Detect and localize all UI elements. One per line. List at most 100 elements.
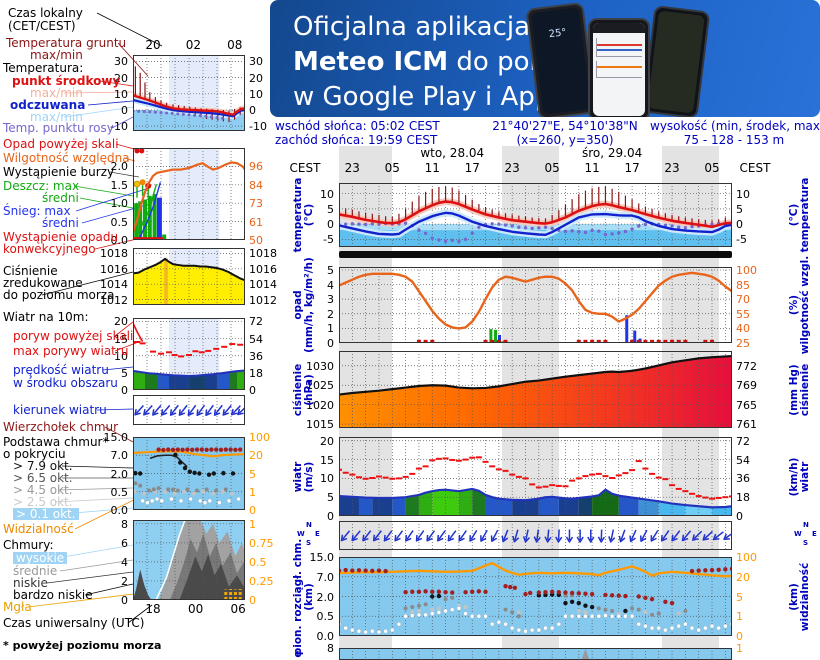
legend-label-nis: niskie [13,576,48,590]
axis-tick-label: 1012 [100,293,128,307]
time-axis-label: 08 [227,38,243,52]
legend-wind-direction-chart [133,395,245,425]
legend-label-pc2: o pokryciu [3,447,66,461]
axis-tick-label: 1014 [100,278,128,292]
pointer-line [46,571,134,584]
legend-label-o45: > 4.5 okt. [13,483,73,497]
axis-tick-label: 0.75 [249,536,274,550]
compass-letter: N [306,521,312,529]
pointer-line [27,591,151,608]
legend-cloud-cover-chart [133,520,245,600]
axis-tick-label: 0.5 [316,610,335,624]
wind-panel [339,437,732,516]
sun-times: wschód słońca: 05:02 CEST zachód słońca:… [275,119,440,147]
axis-tick-label: 2.0 [110,467,129,481]
axis-tick-label: 0.25 [249,574,274,588]
legend-label-wilg: Wilgotność względna [3,151,130,165]
axis-tick-label: 5 [121,366,128,380]
axis-tick-label: 54 [736,453,750,467]
phone-mini-chart-line-red [597,44,642,46]
axis-tick-label: 20 [114,71,128,85]
axis-title-line: widzialność [799,562,811,631]
legend-label-smax: Śnieg: max [3,204,71,218]
legend-label-mmb: max/min [30,110,83,124]
axis-tick-label: 5 [736,590,743,604]
axis-tick-label: 1 [249,485,256,499]
axis-tick-label: 15.0 [309,551,335,564]
app-banner[interactable]: Oficjalna aplikacja Meteo ICM do pobrani… [270,0,820,117]
compass-letter: N [803,521,809,529]
legend-label-mg: Mgła [3,600,32,614]
compass-letter: W [297,530,305,538]
axis-tick-label: 0 [249,384,256,397]
pointer-line [96,408,134,411]
axis-tick-label: -10 [249,120,267,134]
axis-title: (km) widzialność [788,537,813,657]
axis-tick-label: 0 [327,337,334,350]
pointer-line [61,465,134,469]
pointer-line [114,321,134,337]
pointer-line [63,91,134,94]
legend-label-o01: > 0.1 okt. [13,508,79,520]
banner-app-name: Meteo ICM [293,47,449,77]
cloud-base-visibility-panel [339,557,732,636]
phone-screen-meteogram [593,23,645,116]
axis-tick-label: 20 [114,315,128,329]
axis-tick-label: 1 [327,322,334,336]
axis-tick-label: 1020 [306,398,334,412]
legend-temperature-chart [133,55,245,131]
legend-pressure-chart [133,248,245,305]
axis-tick-label: 0 [327,218,334,232]
axis-tick-label: 0 [736,218,743,232]
pointer-line [73,185,134,197]
pointer-line [87,100,134,106]
legend-label-o25: > 2.5 okt. [13,495,73,509]
axis-tick-label: 2 [121,574,128,588]
axis-tick-label: 100 [736,263,757,277]
time-unit-left: CEST [289,161,321,175]
axis-tick-label: 54 [249,332,263,346]
hour-label: 11 [424,161,440,175]
legend-label-rosa: Temp. punktu rosy [3,121,114,135]
axis-tick-label: 5 [736,202,743,216]
axis-tick-label: 70 [736,293,750,307]
hour-label: 11 [584,161,600,175]
axis-tick-label: 96 [249,160,263,174]
legend-label-fn: * powyżej poziomu morza [3,639,162,652]
phone-mockup-center [588,18,650,117]
time-axis-label: 02 [185,38,201,52]
axis-tick-label: 0.0 [110,504,129,517]
axis-tick-label: -10 [110,120,128,134]
legend-label-o65: > 6.5 okt. [13,471,73,485]
legend-wind-chart [133,318,245,390]
axis-title-line: (m/s) [303,461,315,492]
axis-tick-label: 1018 [249,247,277,261]
axis-tick-label: 2.0 [110,160,129,174]
phone-screen-map [647,10,705,114]
pointer-line [54,497,134,503]
axis-tick-label: 20 [736,570,750,584]
legend-label-ssr: średni [42,216,79,230]
axis-tick-label: 20 [320,434,334,448]
phone-mini-chart-line-orange [597,66,642,68]
phone-mockup-left: 25° [525,1,597,117]
axis-tick-label: 0 [249,103,256,117]
hour-label: 05 [544,161,560,175]
legend-label-odcz: odczuwana [10,98,86,112]
axis-title: (km/h) wiatr [788,417,813,537]
legend-label-ok1: Wystąpienie opadu [3,230,119,244]
pointer-line [57,487,134,491]
legend-label-ci1: Ciśnienie [3,264,58,278]
axis-title-line: wiatr [799,461,811,492]
axis-tick-label: 1 [736,642,743,655]
axis-tick-label: 100 [249,431,270,444]
time-axis-label: 20 [145,38,161,52]
phone-mini-chart-line-blue [597,49,642,51]
legend-label-czas1: Czas lokalny [8,6,83,20]
axis-tick-label: 6 [121,536,128,550]
axis-tick-label: 1 [736,610,743,624]
pointer-line [96,12,163,47]
axis-tick-label: 36 [736,472,750,486]
legend-cloud-base-chart [133,437,245,510]
